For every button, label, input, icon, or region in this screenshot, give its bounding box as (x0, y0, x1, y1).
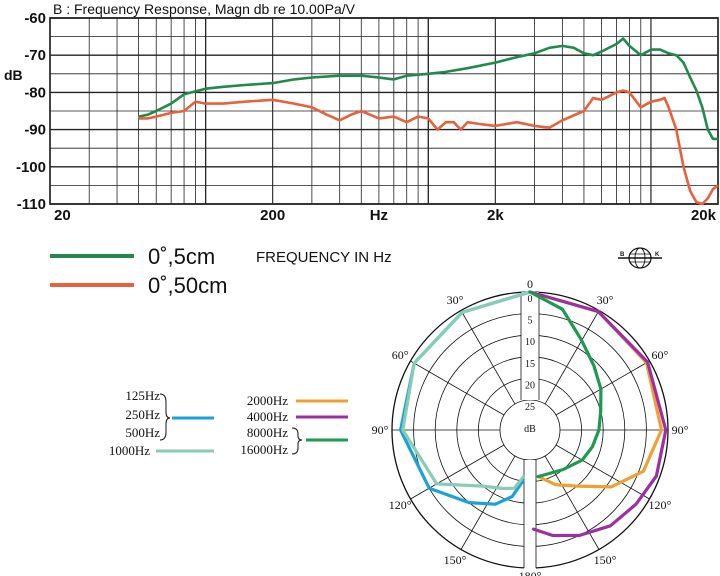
polar-angle-label: 120° (648, 498, 671, 512)
polar-curve-1 (401, 290, 532, 491)
chart-title: B : Frequency Response, Magn db re 10.00… (53, 1, 356, 17)
x-tick-label: Hz (370, 207, 388, 224)
x-tick-label: 2k (487, 207, 504, 224)
polar-angle-label: 30° (597, 293, 614, 307)
polar-angle-label: 60° (392, 348, 409, 362)
x-axis-label: FREQUENCY IN Hz (256, 249, 392, 266)
x-tick-labels: 20 200 Hz 2k 20k (54, 207, 717, 224)
legend-label-0-50cm: 0˚,50cm (148, 273, 227, 298)
x-tick-label: 20 (54, 207, 71, 224)
legend-500hz: 500Hz (125, 425, 160, 440)
legend-125hz: 125Hz (125, 388, 160, 403)
series-line-0 (138, 37, 718, 141)
polar-curve-3 (528, 290, 668, 538)
polar-angle-label: 90° (672, 423, 689, 437)
polar-curve-4 (528, 290, 603, 479)
svg-text:K: K (655, 252, 660, 258)
polar-curves (399, 290, 668, 538)
legend-16000hz: 16000Hz (240, 442, 288, 457)
plot-grid (49, 17, 719, 205)
legend-8000hz: 8000Hz (247, 425, 288, 440)
y-axis-label: dB (4, 67, 23, 83)
svg-text:B: B (620, 252, 625, 258)
series-line-1 (138, 89, 719, 206)
polar-curve-2 (528, 290, 664, 489)
bk-logo: B K (618, 247, 662, 269)
y-tick-label: -110 (17, 196, 46, 213)
x-tick-label: 20k (691, 207, 717, 224)
polar-angle-label: 60° (651, 348, 668, 362)
polar-angle-label: 180° (519, 569, 542, 576)
legend-label-0-5cm: 0˚,5cm (148, 244, 215, 269)
polar-angle-labels: 0 30° 60° 90° 120° 150° 180° 30° 60° 90° 120° 150° (372, 277, 689, 576)
y-tick-labels: -60 -70 -80 -90 -100 -110 (16, 10, 46, 213)
polar-radial-label: 20 (525, 380, 535, 391)
polar-legend: 125Hz 250Hz 500Hz 1000Hz 2000Hz 4000Hz 8… (109, 388, 348, 458)
polar-angle-label: 150° (444, 553, 467, 567)
polar-curve-0 (399, 290, 532, 506)
frequency-response-chart: B : Frequency Response, Magn db re 10.00… (4, 1, 719, 224)
polar-radial-label: 10 (525, 337, 535, 348)
legend-4000hz: 4000Hz (247, 409, 288, 424)
polar-directivity-chart: 030°60°90°120°150°180°30°60°90°120°150° … (372, 277, 689, 576)
polar-angle-label: 150° (594, 553, 617, 567)
x-tick-label: 200 (260, 207, 285, 224)
polar-scale-strip (521, 292, 539, 400)
legend-bracket-2 (291, 427, 303, 455)
legend-bracket-1 (159, 393, 171, 441)
polar-angle-label: 30° (447, 293, 464, 307)
polar-spoke (460, 310, 516, 405)
polar-angle-label: 90° (372, 423, 389, 437)
polar-grid (391, 291, 669, 576)
y-tick-label: -100 (16, 159, 46, 176)
polar-radial-labels: 0 5 10 15 20 25 (525, 294, 535, 413)
polar-spoke (555, 360, 650, 416)
polar-scale-strip-bottom (524, 460, 536, 576)
series-lines (138, 37, 719, 206)
y-tick-label: -60 (24, 10, 46, 27)
polar-spoke (410, 360, 505, 416)
polar-spoke (544, 310, 600, 405)
polar-spoke (555, 444, 650, 500)
legend-2000hz: 2000Hz (247, 393, 288, 408)
polar-center-label: dB (524, 424, 536, 435)
y-tick-label: -70 (24, 47, 46, 64)
polar-radial-label: 0 (528, 294, 533, 305)
polar-radial-label: 15 (525, 359, 535, 370)
polar-spoke (410, 444, 505, 500)
frequency-legend: 0˚,5cm 0˚,50cm FREQUENCY IN Hz (50, 244, 392, 298)
legend-250hz: 250Hz (125, 407, 160, 422)
y-tick-label: -80 (24, 84, 46, 101)
polar-angle-label: 0 (527, 277, 533, 291)
polar-angle-label: 120° (389, 498, 412, 512)
polar-radial-label: 25 (525, 402, 535, 413)
polar-radial-label: 5 (528, 316, 533, 327)
y-tick-label: -90 (24, 122, 46, 139)
legend-1000hz: 1000Hz (109, 443, 150, 458)
